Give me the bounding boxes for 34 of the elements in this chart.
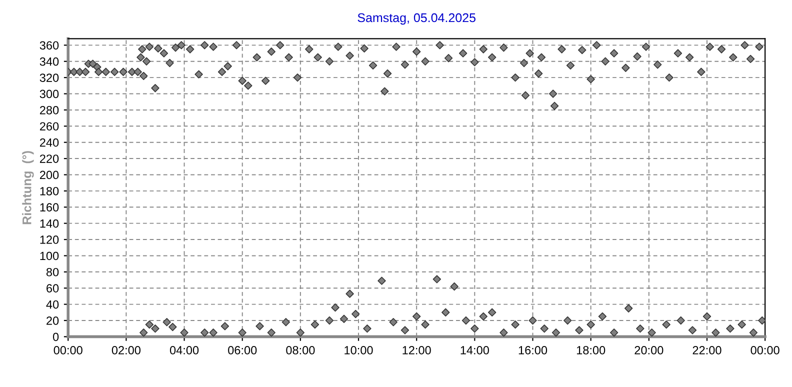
y-tick-label: 140 <box>40 219 59 228</box>
y-tick-label: 320 <box>40 74 59 82</box>
y-tick-label: 180 <box>40 186 59 196</box>
y-tick-label: 240 <box>40 138 59 147</box>
y-tick-label: 220 <box>40 154 59 163</box>
x-tick-label: 10:00 <box>344 346 373 354</box>
x-tick-label: 16:00 <box>518 346 548 354</box>
y-tick-label: 260 <box>40 122 59 131</box>
x-tick-label: 02:00 <box>112 346 141 354</box>
x-tick-label: 20:00 <box>634 346 664 354</box>
y-tick-label: 280 <box>40 106 59 114</box>
y-tick-label: 40 <box>46 300 59 309</box>
x-tick-label: 12:00 <box>402 346 431 354</box>
x-tick-label: 04:00 <box>170 346 199 354</box>
y-axis-title: Richtung (°) <box>22 151 34 224</box>
y-tick-label: 360 <box>40 41 59 50</box>
y-tick-label: 300 <box>40 90 59 98</box>
x-tick-label: 14:00 <box>460 346 489 354</box>
y-tick-label: 60 <box>46 284 59 292</box>
chart-title: Samstag, 05.04.2025 <box>358 13 476 25</box>
y-tick-label: 20 <box>46 316 59 325</box>
x-tick-label: 08:00 <box>286 346 315 354</box>
y-tick-label: 0 <box>52 332 59 342</box>
x-tick-label: 00:00 <box>54 346 82 354</box>
x-tick-label: 06:00 <box>228 346 257 354</box>
y-tick-label: 200 <box>40 170 59 180</box>
y-tick-label: 120 <box>40 236 59 244</box>
y-tick-label: 340 <box>40 57 59 66</box>
x-tick-label: 22:00 <box>692 346 722 354</box>
y-tick-label: 160 <box>40 203 59 212</box>
x-tick-label: 18:00 <box>576 346 606 354</box>
y-tick-label: 80 <box>46 268 59 276</box>
y-tick-label: 100 <box>40 252 59 260</box>
x-tick-label: 00:00 <box>750 346 780 354</box>
